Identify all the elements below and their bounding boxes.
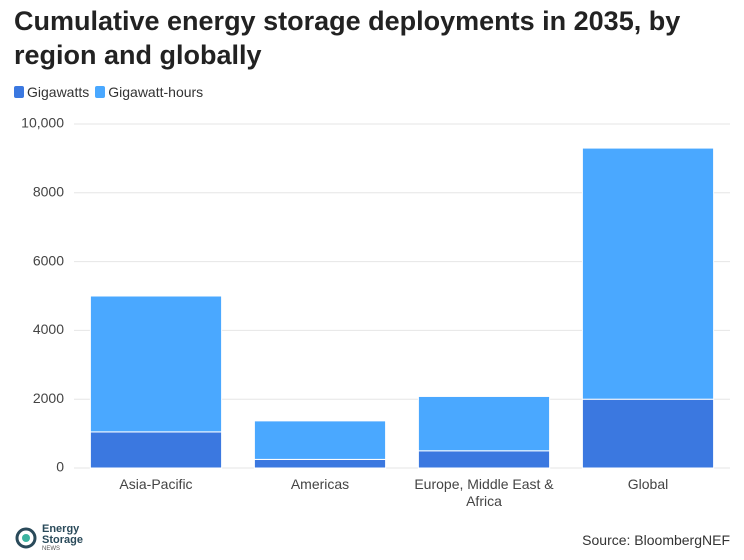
source: Source: BloombergNEF [582,532,730,548]
chart-title: Cumulative energy storage deployments in… [14,6,681,70]
logo-text: Storage [42,534,83,546]
x-tick-label: Asia-Pacific [119,476,193,492]
y-tick-label: 0 [56,459,64,475]
bar-segment [89,431,223,469]
x-tick-label: Global [627,476,669,492]
logo-icon [15,527,37,549]
bar-segment [89,295,223,433]
legend: Gigawatts Gigawatt-hours [14,84,203,100]
legend-item: Gigawatt-hours [95,84,203,100]
bar-segment [253,458,387,469]
logo: Energy Storage NEWS [14,524,83,552]
bar-segment [253,420,387,460]
legend-swatch [14,86,24,98]
x-tick-label: Europe, Middle East & Africa [414,476,554,509]
y-tick-label: 10,000 [21,115,64,131]
y-tick-label: 8000 [33,184,64,200]
bar-segment [581,398,715,469]
y-tick-label: 2000 [33,390,64,406]
logo-text: NEWS [42,546,60,552]
legend-label: Gigawatt-hours [108,84,204,100]
y-tick-label: 4000 [33,321,64,337]
bar-segment [417,395,551,452]
x-tick-label: Americas [290,476,350,492]
logo-text: Energy [42,523,80,535]
y-tick-label: 6000 [33,252,64,268]
legend-item: Gigawatts [14,84,89,100]
legend-swatch [95,86,106,98]
legend-label: Gigawatts [27,84,90,100]
bar-segment [581,147,715,400]
bar-segment [417,450,551,469]
